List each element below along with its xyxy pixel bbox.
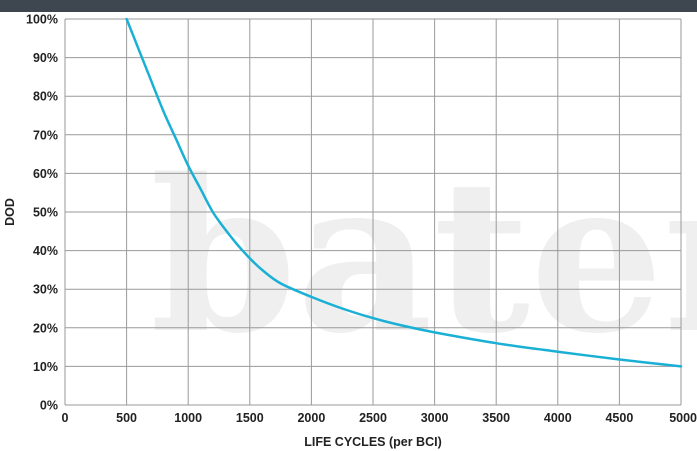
x-axis-ticks: 0 500 1000 1500 2000 2500 3000 3500 4000 4500 5000 <box>62 411 697 425</box>
x-tick-label: 2500 <box>359 411 387 425</box>
x-tick-label: 4500 <box>605 411 633 425</box>
series-layer <box>125 17 683 368</box>
y-tick-label: 70% <box>33 128 58 142</box>
x-tick-label: 500 <box>116 411 137 425</box>
y-tick-label: 40% <box>33 244 58 258</box>
x-tick-label: 2000 <box>297 411 325 425</box>
x-tick-label: 3000 <box>421 411 449 425</box>
y-tick-label: 50% <box>33 206 58 220</box>
y-tick-label: 20% <box>33 321 58 335</box>
y-tick-label: 100% <box>26 13 58 27</box>
x-tick-label: 5000 <box>669 411 697 425</box>
y-tick-label: 80% <box>33 90 58 104</box>
y-tick-label: 10% <box>33 360 58 374</box>
x-tick-label: 1000 <box>174 411 202 425</box>
x-axis-title: LIFE CYCLES (per BCI) <box>304 435 442 449</box>
x-tick-label: 3500 <box>482 411 510 425</box>
x-tick-label: 0 <box>62 411 69 425</box>
watermark-text: bateria <box>150 133 697 380</box>
y-tick-label: 60% <box>33 167 58 181</box>
y-axis-ticks: 0% 10% 20% 30% 40% 50% 60% 70% 80% 90% 100% <box>26 13 58 413</box>
series-line <box>125 17 683 368</box>
y-tick-label: 0% <box>40 399 58 413</box>
header-bar <box>0 0 697 12</box>
grid <box>64 18 682 406</box>
x-tick-label: 4000 <box>544 411 572 425</box>
y-tick-label: 90% <box>33 51 58 65</box>
y-tick-label: 30% <box>33 283 58 297</box>
x-tick-label: 1500 <box>236 411 264 425</box>
y-axis-title: DOD <box>3 198 17 226</box>
